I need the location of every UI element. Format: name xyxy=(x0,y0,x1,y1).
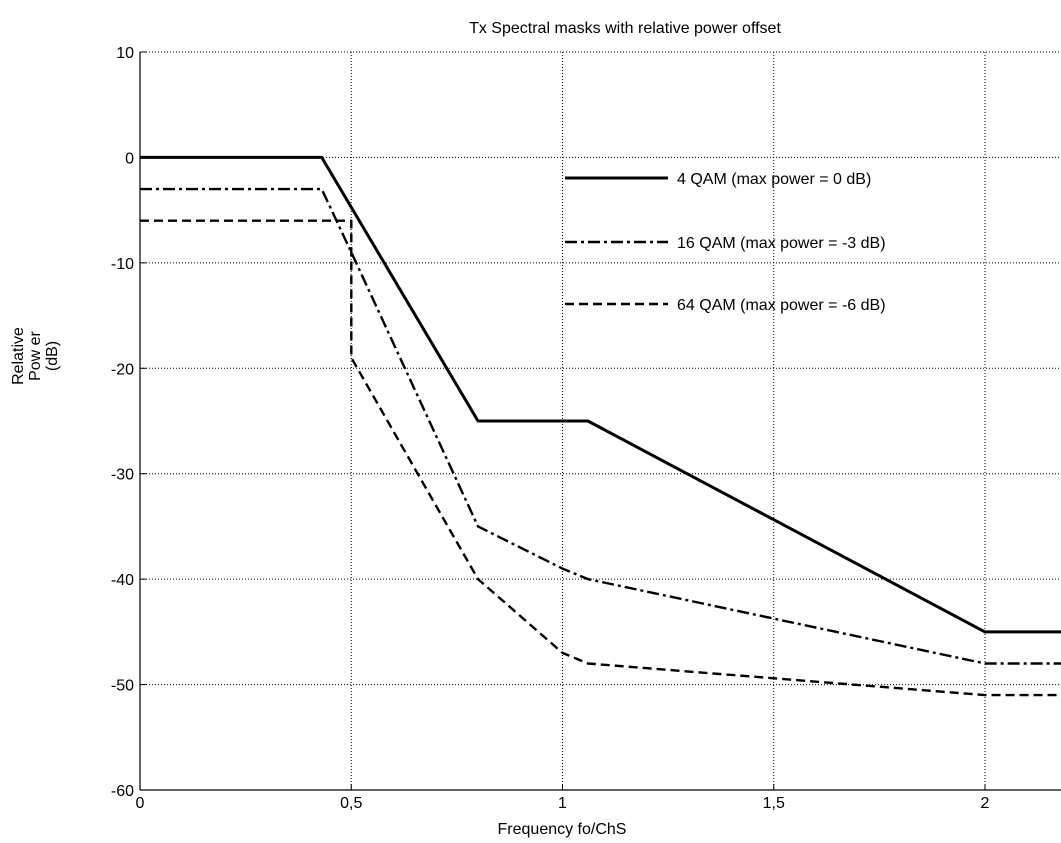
x-tick-label: 1,5 xyxy=(763,795,785,812)
y-axis-label-line: Relative xyxy=(10,327,27,385)
series-line-2 xyxy=(140,187,1061,665)
y-tick-label: -50 xyxy=(111,678,134,695)
x-tick-label: 2 xyxy=(981,795,990,812)
y-axis-label: Relative Pow er (dB) xyxy=(10,327,61,385)
x-tick-label: 0,5 xyxy=(340,795,362,812)
grid xyxy=(140,51,1061,790)
series-lines xyxy=(140,155,1061,697)
y-tick-label: -20 xyxy=(111,361,134,378)
y-tick-label: 10 xyxy=(116,45,134,62)
y-axis-label-line: Pow er xyxy=(27,330,44,380)
legend: 4 QAM (max power = 0 dB) 16 QAM (max powe… xyxy=(565,171,886,314)
legend-label-1: 4 QAM (max power = 0 dB) xyxy=(677,171,871,188)
y-tick-label: -30 xyxy=(111,467,134,484)
x-tick-label: 1 xyxy=(558,795,567,812)
x-axis-ticks: 0 0,5 1 1,5 2 xyxy=(136,784,990,812)
y-tick-label: -40 xyxy=(111,572,134,589)
series-line-3 xyxy=(140,219,1061,697)
series-line-1 xyxy=(140,155,1061,634)
y-axis-ticks: 10 0 -10 -20 -30 -40 -50 -60 xyxy=(111,45,146,800)
legend-label-2: 16 QAM (max power = -3 dB) xyxy=(677,235,886,252)
y-axis-label-line: (dB) xyxy=(44,341,61,371)
chart-title: Tx Spectral masks with relative power of… xyxy=(469,20,781,37)
legend-label-3: 64 QAM (max power = -6 dB) xyxy=(677,297,886,314)
x-tick-label: 0 xyxy=(136,795,145,812)
y-tick-label: -10 xyxy=(111,256,134,273)
y-tick-label: -60 xyxy=(111,783,134,800)
plot-frame xyxy=(139,52,1061,791)
x-axis-label: Frequency fo/ChS xyxy=(498,821,627,838)
y-tick-label: 0 xyxy=(125,150,134,167)
